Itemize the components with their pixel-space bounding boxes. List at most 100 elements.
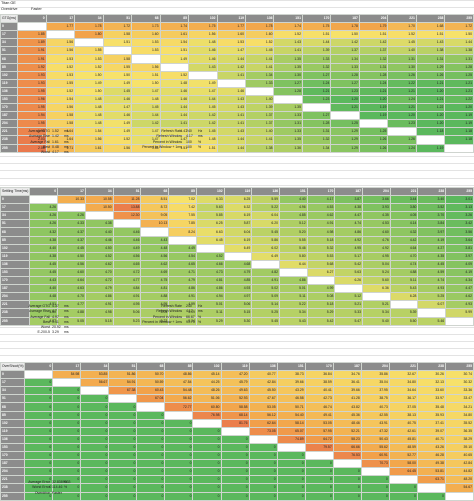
table-cell[interactable]: 3.64 [445,235,474,245]
table-cell[interactable]: 54.91 [108,378,138,388]
table-cell[interactable]: 72.77 [164,402,194,412]
table-cell[interactable]: 0 [24,467,54,477]
table-cell[interactable] [334,284,364,294]
table-cell[interactable]: 4.86 [195,284,225,294]
table-cell[interactable]: 1.35 [273,62,303,72]
table-cell[interactable]: 1.20 [358,94,389,105]
table-cell[interactable]: 1.19 [444,111,474,121]
column-header[interactable]: 102 [192,361,222,372]
table-cell[interactable]: 33.97 [416,394,446,404]
table-cell[interactable]: 5.22 [140,316,170,326]
table-cell[interactable]: 0 [164,426,194,436]
table-cell[interactable]: 1.46 [216,86,247,96]
table-cell[interactable]: 5.63 [195,203,225,213]
table-cell[interactable]: 1.75 [301,22,332,32]
table-cell[interactable]: 1.19 [444,119,474,129]
table-cell[interactable]: 39.66 [276,378,306,388]
table-cell[interactable]: 0 [108,491,138,501]
table-cell[interactable]: 3.26 [445,211,474,221]
table-cell[interactable] [188,70,218,80]
table-cell[interactable]: 6.26 [334,276,364,286]
table-cell[interactable]: 5.20 [279,227,308,237]
table-cell[interactable]: 4.86 [84,292,114,302]
table-cell[interactable] [306,276,336,286]
table-cell[interactable]: 34.80 [444,410,474,420]
table-cell[interactable]: 4.60 [362,227,391,237]
table-cell[interactable]: 4.48 [140,243,170,253]
table-cell[interactable]: 1.48 [74,111,104,121]
table-cell[interactable]: 1.44 [131,111,161,121]
table-cell[interactable]: 1.48 [188,38,218,48]
table-cell[interactable]: 4.91 [112,292,142,302]
column-header[interactable]: 151 [273,13,303,24]
table-cell[interactable]: 1.47 [216,46,247,56]
column-header[interactable]: 68 [131,13,161,24]
table-cell[interactable]: 34.21 [444,402,474,412]
table-cell[interactable]: 4.97 [223,292,253,302]
table-cell[interactable]: 4.88 [140,292,170,302]
table-cell[interactable]: 1.91 [17,54,47,64]
table-cell[interactable]: 4.74 [389,259,419,269]
row-header[interactable]: 170 [0,103,19,113]
column-header[interactable]: 187 [332,361,362,372]
table-cell[interactable]: 1.54 [159,38,190,48]
row-header[interactable]: 119 [0,251,31,261]
table-cell[interactable]: 3.42 [445,219,474,229]
table-cell[interactable]: 0 [136,451,166,461]
table-cell[interactable]: 32.13 [416,378,446,388]
table-cell[interactable]: 0 [164,491,194,501]
table-cell[interactable]: 0 [248,451,278,461]
table-cell[interactable]: 30.26 [416,370,446,380]
table-cell[interactable]: 4.53 [362,219,391,229]
table-cell[interactable]: 1.43 [216,94,247,105]
table-cell[interactable]: 40.71 [416,434,446,444]
table-cell[interactable]: 1.30 [273,70,303,80]
table-cell[interactable]: 1.38 [444,46,474,56]
table-cell[interactable]: 0 [136,418,166,428]
table-cell[interactable]: 51.06 [192,394,222,404]
row-header[interactable]: 0 [0,195,31,205]
row-header[interactable]: 0 [0,370,26,380]
table-cell[interactable]: 1.48 [74,94,104,105]
table-cell[interactable]: 1.50 [330,30,360,40]
table-cell[interactable]: 10.50 [84,203,114,213]
table-cell[interactable]: 0 [52,467,82,477]
table-cell[interactable]: 6.33 [195,195,225,205]
table-cell[interactable] [108,394,138,404]
table-cell[interactable]: 0 [136,491,166,501]
row-header[interactable]: 85 [0,62,19,72]
table-cell[interactable]: 6.19 [223,211,253,221]
table-cell[interactable]: 0 [24,394,54,404]
table-cell[interactable]: 37.05 [388,402,418,412]
row-header[interactable]: 255 [0,491,26,501]
table-cell[interactable]: 4.64 [389,243,419,253]
table-cell[interactable]: 1.51 [102,38,133,48]
table-cell[interactable]: 1.39 [301,46,332,56]
table-cell[interactable]: 56.12 [248,410,278,420]
table-cell[interactable]: 6.19 [223,235,253,245]
table-cell[interactable]: 1.21 [387,86,417,96]
column-header[interactable]: 255 [444,13,474,24]
gtg-corner-label[interactable]: GTG(ms) [0,13,19,24]
table-cell[interactable]: 4.81 [195,276,225,286]
table-cell[interactable]: 1.52 [244,38,275,48]
table-cell[interactable]: 1.19 [358,103,389,113]
table-cell[interactable]: 40.75 [388,418,418,428]
table-cell[interactable]: 1.23 [301,94,332,105]
table-cell[interactable]: 1.41 [216,119,247,129]
table-cell[interactable]: 0 [304,467,334,477]
column-header[interactable]: 187 [330,13,360,24]
table-cell[interactable]: 1.78 [330,22,360,32]
table-cell[interactable]: 0 [220,451,250,461]
table-cell[interactable]: 4.40 [29,243,59,253]
table-cell[interactable]: 5.09 [251,292,281,302]
table-cell[interactable]: 53.85 [80,370,110,380]
table-cell[interactable]: 4.38 [29,251,59,261]
table-cell[interactable]: 4.84 [112,284,142,294]
table-cell[interactable]: 36.84 [304,370,334,380]
table-cell[interactable] [74,38,104,48]
table-cell[interactable]: 0 [80,459,110,469]
table-cell[interactable]: 42.73 [304,394,334,404]
row-header[interactable]: 119 [0,426,26,436]
table-cell[interactable]: 60.80 [192,402,222,412]
